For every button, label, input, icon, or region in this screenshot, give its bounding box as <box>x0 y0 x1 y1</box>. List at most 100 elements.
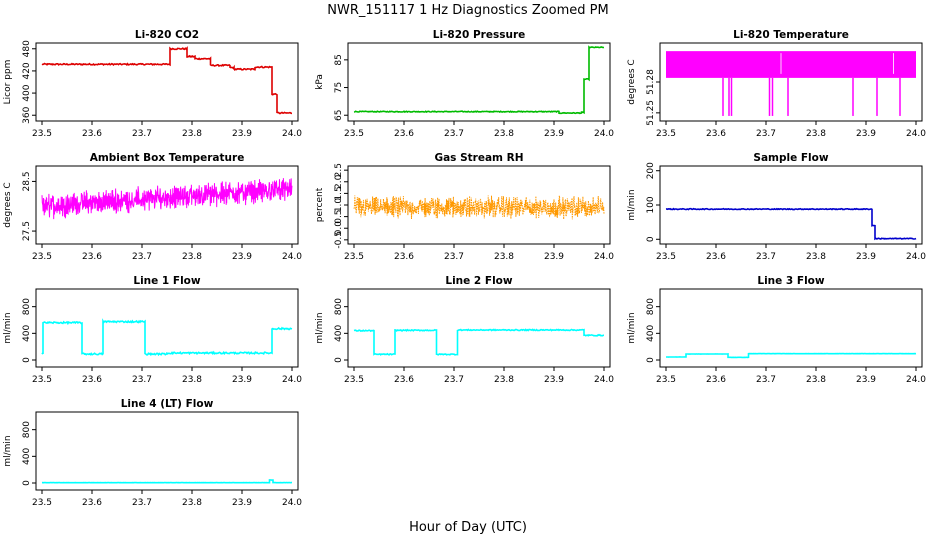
panel-title-box_temp: Ambient Box Temperature <box>90 152 245 164</box>
series-line1 <box>41 318 293 357</box>
y-tick-label: 51.25 <box>646 100 656 126</box>
series-line3 <box>666 352 917 359</box>
panel-title-line3: Line 3 Flow <box>757 275 824 287</box>
chart-panels: Li-820 CO2 23.5 23.6 23.7 23.8 23.9 24.0 360 400… <box>3 29 926 508</box>
x-tick-label: 23.7 <box>132 498 152 508</box>
y-axis-label-co2: Licor ppm <box>3 60 13 105</box>
x-tick-label: 23.8 <box>182 129 202 139</box>
y-tick-label: 360 <box>22 106 32 123</box>
x-tick-label: 23.9 <box>232 498 252 508</box>
plot-frame-line3 <box>659 288 923 368</box>
y-axis-label-line1: ml/min <box>3 312 13 343</box>
panel-title-pressure: Li-820 Pressure <box>433 29 526 41</box>
x-tick-label: 23.8 <box>494 375 514 385</box>
data-line-box_temp <box>41 178 293 220</box>
x-tick-label: 23.9 <box>856 129 876 139</box>
x-tick-label: 23.9 <box>232 129 252 139</box>
plot-frame-line2 <box>347 288 611 368</box>
y-tick-label: 100 <box>646 196 656 213</box>
panel-line4: Line 4 (LT) Flow 23.5 23.6 23.7 23.8 23.9 24.0… <box>3 398 302 508</box>
y-tick-label: 400 <box>22 324 32 341</box>
data-line-rh <box>353 195 605 220</box>
y-tick-label: 800 <box>646 298 656 315</box>
y-axis-label-line4: ml/min <box>3 435 13 466</box>
y-tick-label: 85 <box>334 54 344 65</box>
panel-licor_temp: Li-820 Temperature 23.5 23.6 23.7 23.8 23.9 24… <box>627 29 926 139</box>
x-tick-label: 23.5 <box>656 129 676 139</box>
x-tick-label: 23.5 <box>32 252 52 262</box>
x-tick-label: 24.0 <box>282 129 302 139</box>
x-tick-label: 23.7 <box>132 129 152 139</box>
x-tick-label: 24.0 <box>282 375 302 385</box>
y-tick-label: 0 <box>22 480 32 486</box>
x-tick-label: 23.8 <box>806 252 826 262</box>
x-tick-label: 23.9 <box>856 252 876 262</box>
data-line-line4 <box>41 479 292 484</box>
series-box_temp <box>41 178 293 220</box>
plot-frame-co2 <box>35 42 299 122</box>
panel-pressure: Li-820 Pressure 23.5 23.6 23.7 23.8 23.9 24.0 6… <box>315 29 614 139</box>
x-tick-label: 23.9 <box>544 129 564 139</box>
x-tick-label: 24.0 <box>906 375 926 385</box>
y-axis-label-line3: ml/min <box>627 312 637 343</box>
x-tick-label: 23.5 <box>656 375 676 385</box>
y-tick-label: 51.28 <box>646 69 656 95</box>
y-tick-label: 200 <box>646 162 656 179</box>
data-line-sample_flow <box>665 207 917 241</box>
series-co2 <box>41 46 292 115</box>
y-tick-label: 0 <box>22 357 32 363</box>
x-tick-label: 24.0 <box>594 252 614 262</box>
panel-line3: Line 3 Flow 23.5 23.6 23.7 23.8 23.9 24.0 0 400 8… <box>627 275 926 385</box>
plot-frame-line4 <box>35 411 299 491</box>
x-tick-label: 24.0 <box>594 375 614 385</box>
panel-rh: Gas Stream RH 23.5 23.6 23.7 23.8 23.9 24.0 -0.… <box>315 152 614 262</box>
x-tick-label: 24.0 <box>282 252 302 262</box>
figure-title: NWR_151117 1 Hz Diagnostics Zoomed PM <box>327 3 609 18</box>
data-line-line3 <box>666 352 917 359</box>
series-line2 <box>353 328 604 356</box>
x-tick-label: 23.6 <box>706 252 726 262</box>
x-tick-label: 23.8 <box>494 129 514 139</box>
x-tick-label: 23.9 <box>232 375 252 385</box>
x-tick-label: 23.7 <box>756 129 776 139</box>
x-tick-label: 23.6 <box>82 252 102 262</box>
panel-title-rh: Gas Stream RH <box>434 152 523 164</box>
y-tick-label: 800 <box>22 298 32 315</box>
y-axis-label-pressure: kPa <box>315 74 325 90</box>
x-tick-label: 23.5 <box>32 375 52 385</box>
series-rh <box>353 195 605 220</box>
x-tick-label: 23.5 <box>344 129 364 139</box>
x-tick-label: 23.8 <box>806 129 826 139</box>
y-tick-label: -0.5 <box>334 231 344 249</box>
y-tick-label: 27.5 <box>22 221 32 241</box>
x-tick-label: 23.8 <box>182 375 202 385</box>
panel-sample_flow: Sample Flow 23.5 23.6 23.7 23.8 23.9 24.0 0 100 2… <box>627 152 926 262</box>
x-tick-label: 23.6 <box>394 375 414 385</box>
series-licor_temp <box>666 51 916 116</box>
y-tick-label: 400 <box>22 84 32 101</box>
x-tick-label: 23.6 <box>82 129 102 139</box>
series-line4 <box>41 479 292 484</box>
x-tick-label: 23.8 <box>494 252 514 262</box>
x-tick-label: 23.6 <box>394 129 414 139</box>
y-tick-label: 0.5 <box>334 209 344 223</box>
series-pressure <box>353 45 605 115</box>
data-line-line1 <box>41 318 293 357</box>
data-line-pressure <box>353 45 605 115</box>
y-tick-label: 480 <box>22 40 32 57</box>
x-tick-label: 23.8 <box>806 375 826 385</box>
x-tick-label: 23.5 <box>344 252 364 262</box>
x-tick-label: 23.5 <box>656 252 676 262</box>
x-tick-label: 23.6 <box>706 129 726 139</box>
data-line-co2 <box>41 46 292 115</box>
x-tick-label: 23.6 <box>82 375 102 385</box>
x-tick-label: 23.8 <box>182 252 202 262</box>
plot-frame-line1 <box>35 288 299 368</box>
x-tick-label: 23.6 <box>82 498 102 508</box>
x-tick-label: 23.5 <box>344 375 364 385</box>
x-tick-label: 23.9 <box>232 252 252 262</box>
panel-line2: Line 2 Flow 23.5 23.6 23.7 23.8 23.9 24.0 0 400 8… <box>315 275 614 385</box>
y-axis-label-box_temp: degrees C <box>3 182 13 227</box>
x-tick-label: 23.7 <box>132 375 152 385</box>
y-tick-label: 400 <box>646 324 656 341</box>
